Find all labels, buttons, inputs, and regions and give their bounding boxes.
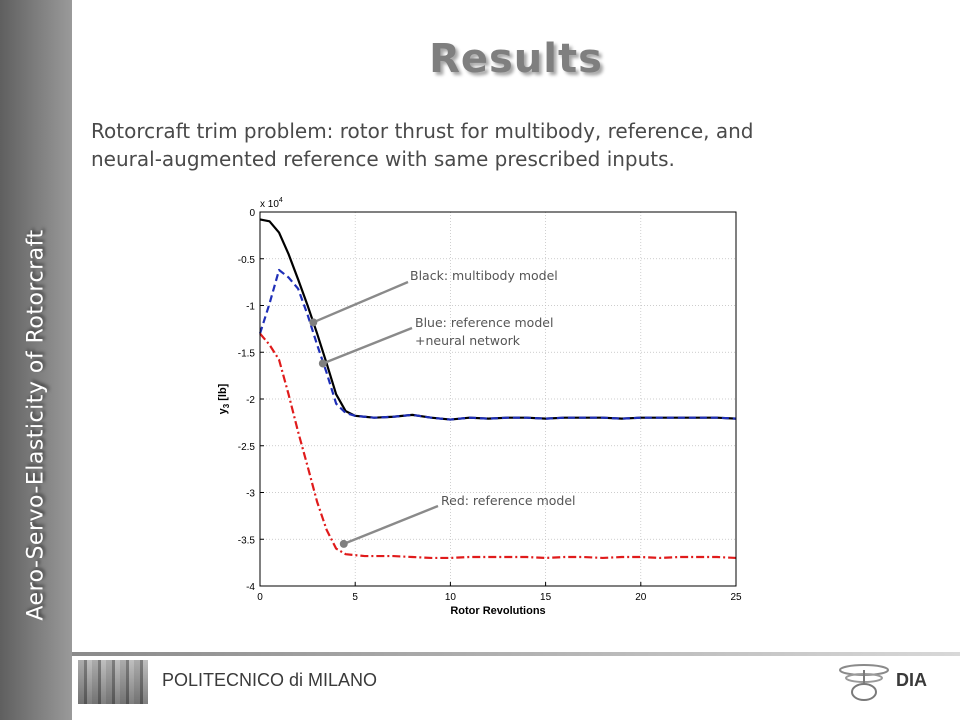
y-tick-label: -0.5 bbox=[238, 255, 256, 266]
footer-divider bbox=[72, 652, 960, 656]
x-tick-label: 5 bbox=[352, 592, 358, 603]
campus-photo bbox=[78, 660, 148, 704]
y-axis-label: y3[lb] bbox=[217, 383, 231, 414]
annotation-dot-red bbox=[340, 540, 348, 548]
x-tick-label: 25 bbox=[730, 592, 742, 603]
annotation-label-red: Red: reference model bbox=[441, 493, 576, 508]
footer-department: DIA bbox=[896, 670, 927, 691]
annotation-leader-black bbox=[313, 282, 408, 322]
annotation-dot-blue bbox=[319, 359, 327, 367]
x-tick-label: 20 bbox=[635, 592, 647, 603]
thrust-line-chart: 0 5 10 15 20 25 0 -0.5 -1 -1.5 -2 -2.5 -3 -3.5 -4 Blac… bbox=[0, 0, 960, 650]
annotation-label-black: Black: multibody model bbox=[410, 268, 558, 283]
y-tick-label: -4 bbox=[246, 582, 255, 593]
x-tick-label: 0 bbox=[257, 592, 263, 603]
x-tick-label: 15 bbox=[540, 592, 552, 603]
annotations: Black: multibody model Blue: reference mo… bbox=[309, 268, 575, 548]
y-axis-label-unit: [lb] bbox=[217, 383, 229, 400]
footer-institution: POLITECNICO di MILANO bbox=[162, 670, 377, 691]
y-tick-label: -3 bbox=[246, 489, 255, 500]
annotation-dot-black bbox=[309, 318, 317, 326]
annotation-label2-blue: +neural network bbox=[415, 333, 521, 348]
rotorcraft-logo-icon bbox=[836, 658, 892, 706]
y-tick-label: -2.5 bbox=[238, 442, 256, 453]
y-tick-label: -2 bbox=[246, 395, 255, 406]
y-multiplier: x 104 bbox=[260, 197, 283, 210]
y-multiplier-base: x 10 bbox=[260, 199, 279, 210]
x-axis-label: Rotor Revolutions bbox=[450, 605, 545, 617]
y-axis-label-sub: 3 bbox=[222, 403, 231, 408]
y-tick-label: -1.5 bbox=[238, 348, 256, 359]
annotation-leader-blue bbox=[323, 328, 412, 363]
y-multiplier-exp: 4 bbox=[279, 197, 283, 204]
y-tick-label: -3.5 bbox=[238, 535, 256, 546]
annotation-leader-red bbox=[344, 506, 438, 544]
annotation-label-blue: Blue: reference model bbox=[415, 315, 553, 330]
y-tick-label: 0 bbox=[249, 208, 255, 219]
y-tick-label: -1 bbox=[246, 302, 255, 313]
x-tick-label: 10 bbox=[445, 592, 457, 603]
